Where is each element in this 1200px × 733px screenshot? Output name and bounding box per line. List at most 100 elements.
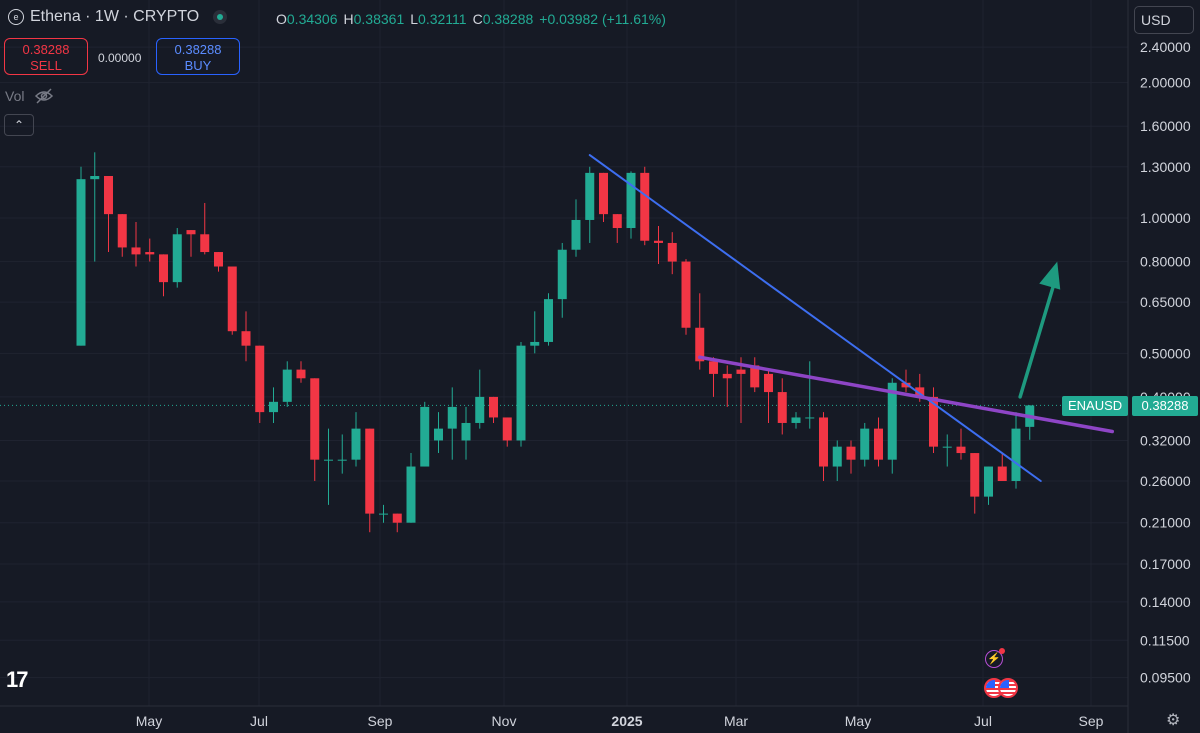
candle-body [970, 453, 980, 497]
candle-body [626, 172, 636, 229]
candle-body [255, 345, 265, 413]
candle-body [502, 417, 512, 441]
candle-body [667, 242, 677, 262]
ohlc-legend: O0.34306 H0.38361 L0.32111 C0.38288 +0.0… [276, 11, 666, 27]
candle-body [365, 428, 375, 514]
candle-body [901, 382, 911, 388]
y-tick-label: 0.09500 [1140, 670, 1191, 686]
candle-body [434, 428, 443, 441]
candle-body [241, 331, 251, 346]
symbol-header[interactable]: e Ethena · 1W · CRYPTO [8, 8, 228, 26]
candle-body [695, 327, 705, 362]
ohlc-high-label: H [343, 11, 354, 27]
flash-event-icon[interactable]: ⚡ [985, 648, 1005, 668]
x-tick-label: May [136, 713, 162, 729]
candle-body [942, 446, 952, 448]
sell-button[interactable]: 0.38288 SELL [4, 38, 88, 75]
ohlc-change: +0.03982 (+11.61%) [539, 11, 666, 27]
y-tick-label: 0.11500 [1140, 632, 1190, 648]
ohlc-high-value: 0.38361 [353, 11, 405, 27]
candle-body [764, 373, 773, 393]
candle-body [489, 396, 498, 418]
candle-body [406, 466, 416, 523]
ohlc-low-label: L [410, 11, 419, 27]
candle-body [324, 459, 333, 461]
y-tick-label: 1.30000 [1140, 159, 1191, 175]
symbol-title[interactable]: Ethena · 1W · CRYPTO [30, 8, 200, 25]
currency-selector[interactable]: USD [1134, 6, 1194, 34]
last-price-symbol-badge: ENAUSD [1062, 396, 1129, 416]
y-tick-label: 0.14000 [1140, 594, 1191, 610]
y-tick-label: 0.80000 [1140, 254, 1191, 270]
buy-label: BUY [184, 58, 212, 73]
candle-body [461, 422, 471, 441]
candle-body [282, 369, 292, 402]
candle-body [929, 396, 938, 447]
candle-body [1011, 428, 1021, 481]
y-tick-label: 0.26000 [1140, 473, 1191, 489]
eye-hidden-icon[interactable] [34, 88, 54, 104]
ohlc-close-value: 0.38288 [482, 11, 534, 27]
collapse-legend-button[interactable]: ⌃ [4, 114, 34, 136]
candle-body [145, 252, 155, 255]
y-tick-label: 2.40000 [1140, 39, 1191, 55]
candle-body [214, 252, 223, 267]
tradingview-logo[interactable]: 17 [6, 667, 29, 692]
candle-body [860, 428, 870, 460]
ethena-logo-icon: e [8, 9, 24, 25]
gear-icon[interactable]: ⚙ [1166, 712, 1181, 729]
candle-body [310, 378, 320, 460]
y-tick-label: 0.17000 [1140, 556, 1191, 572]
candle-body [874, 428, 883, 460]
candle-body [915, 387, 925, 397]
buy-price: 0.38288 [174, 42, 222, 57]
x-tick-label: 2025 [611, 713, 642, 729]
candle-body [76, 179, 86, 346]
candle-body [379, 513, 388, 515]
ohlc-open-label: O [276, 11, 287, 27]
trendline-descending-blue [588, 154, 1042, 482]
candle-body [296, 369, 306, 379]
x-tick-label: Mar [724, 713, 748, 729]
x-tick-label: Jul [974, 713, 992, 729]
x-tick-label: Jul [250, 713, 268, 729]
us-flag-event-icon[interactable] [984, 678, 1020, 700]
sell-label: SELL [30, 58, 62, 73]
y-tick-label: 0.50000 [1140, 345, 1191, 361]
candle-body [159, 254, 168, 283]
candle-body [736, 369, 746, 374]
candle-body [805, 417, 815, 419]
candle-body [544, 299, 553, 342]
candle-body [90, 176, 100, 180]
candle-body [599, 172, 608, 215]
candle-body [777, 392, 787, 423]
candle-body [530, 341, 540, 346]
trendline-descending-purple [698, 355, 1114, 434]
candle-body [104, 176, 113, 215]
x-tick-label: May [845, 713, 871, 729]
projection-arrow-shaft [1018, 277, 1057, 399]
market-open-dot-icon [213, 10, 228, 24]
candle-body [654, 240, 663, 243]
candle-body [131, 247, 141, 255]
volume-label: Vol [5, 88, 25, 104]
candle-body [227, 266, 237, 332]
candle-body [392, 513, 402, 523]
candle-body [681, 261, 691, 328]
y-tick-label: 0.65000 [1140, 294, 1191, 310]
candle-body [557, 249, 567, 300]
y-tick-label: 1.60000 [1140, 118, 1191, 134]
spread-value: 0.00000 [98, 51, 142, 65]
candle-body [612, 214, 622, 229]
candle-body [819, 417, 828, 467]
candle-body [172, 234, 182, 283]
y-tick-label: 1.00000 [1140, 210, 1191, 226]
sell-price: 0.38288 [22, 42, 70, 57]
candle-body [846, 446, 856, 460]
buy-button[interactable]: 0.38288 BUY [156, 38, 240, 75]
candle-body [791, 417, 801, 423]
candle-body [269, 401, 278, 413]
candle-body [571, 219, 581, 250]
last-price-badge: 0.38288 [1132, 396, 1198, 416]
